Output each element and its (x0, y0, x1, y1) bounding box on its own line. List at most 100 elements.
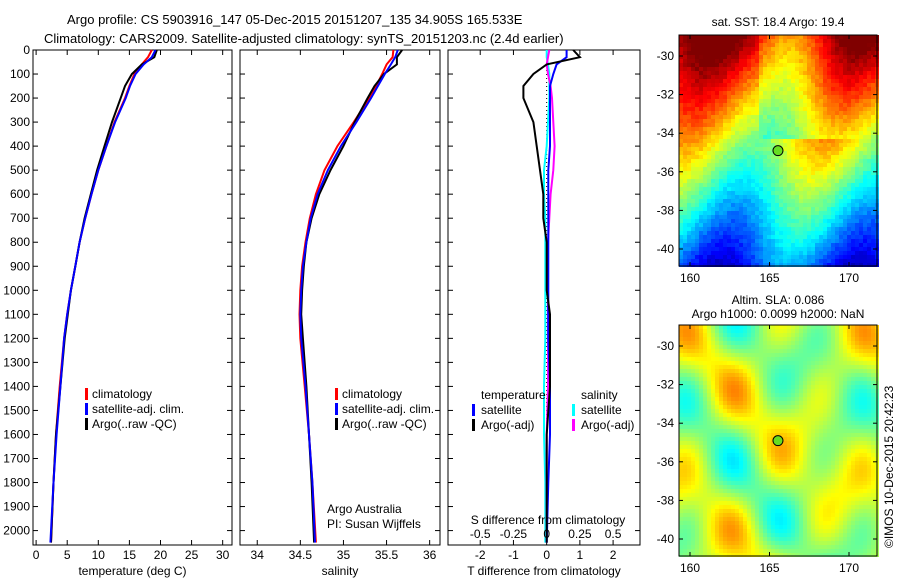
map-pixel (747, 99, 751, 103)
map-pixel (803, 425, 807, 429)
map-pixel (855, 83, 859, 87)
map-pixel (835, 239, 839, 243)
map-pixel (791, 195, 795, 199)
map-pixel (771, 143, 775, 147)
map-pixel (763, 79, 767, 83)
map-pixel (691, 235, 695, 239)
map-pixel (731, 63, 735, 67)
map-pixel (807, 175, 811, 179)
map-pixel (683, 405, 687, 409)
map-pixel (851, 239, 855, 243)
map-pixel (695, 397, 699, 401)
map-pixel (695, 171, 699, 175)
map-pixel (815, 381, 819, 385)
map-pixel (723, 107, 727, 111)
map-pixel (711, 247, 715, 251)
map-pixel (711, 219, 715, 223)
map-pixel (711, 95, 715, 99)
map-pixel (751, 167, 755, 171)
map-pixel (679, 243, 683, 247)
map-pixel (755, 103, 759, 107)
map-pixel (795, 441, 799, 445)
map-pixel (823, 119, 827, 123)
map-pixel (851, 47, 855, 51)
map-pixel (827, 103, 831, 107)
map-pixel (695, 91, 699, 95)
map-pixel (827, 329, 831, 333)
map-pixel (719, 143, 723, 147)
map-pixel (735, 203, 739, 207)
map-pixel (763, 393, 767, 397)
map-pixel (723, 187, 727, 191)
map-pixel (779, 55, 783, 59)
map-pixel (807, 35, 811, 39)
map-pixel (779, 143, 783, 147)
map-pixel (683, 413, 687, 417)
map-pixel (699, 215, 703, 219)
map-pixel (747, 357, 751, 361)
map-pixel (787, 71, 791, 75)
map-pixel (795, 159, 799, 163)
map-pixel (703, 211, 707, 215)
map-pixel (679, 377, 683, 381)
map-pixel (851, 421, 855, 425)
map-pixel (871, 389, 875, 393)
map-pixel (719, 43, 723, 47)
map-pixel (855, 325, 859, 329)
map-pixel (823, 115, 827, 119)
map-pixel (823, 87, 827, 91)
map-pixel (763, 175, 767, 179)
map-pixel (815, 199, 819, 203)
map-pixel (811, 167, 815, 171)
map-pixel (763, 103, 767, 107)
map-pixel (847, 437, 851, 441)
map-pixel (851, 223, 855, 227)
map-pixel (863, 461, 867, 465)
map-pixel (827, 385, 831, 389)
map-pixel (811, 235, 815, 239)
map-pixel (823, 337, 827, 341)
map-pixel (839, 175, 843, 179)
map-pixel (783, 211, 787, 215)
map-pixel (755, 405, 759, 409)
map-pixel (755, 349, 759, 353)
map-pixel (799, 421, 803, 425)
map-pixel (763, 453, 767, 457)
map-pixel (739, 337, 743, 341)
map-pixel (855, 79, 859, 83)
map-pixel (691, 449, 695, 453)
map-pixel (843, 357, 847, 361)
map-pixel (743, 441, 747, 445)
map-pixel (771, 71, 775, 75)
map-pixel (691, 199, 695, 203)
map-pixel (731, 95, 735, 99)
map-pixel (863, 333, 867, 337)
map-pixel (831, 417, 835, 421)
map-pixel (735, 393, 739, 397)
lat-tick-label: -32 (657, 88, 675, 102)
map-pixel (843, 409, 847, 413)
map-pixel (679, 167, 683, 171)
map-pixel (815, 465, 819, 469)
map-pixel (687, 453, 691, 457)
map-pixel (683, 325, 687, 329)
map-pixel (715, 55, 719, 59)
map-pixel (719, 389, 723, 393)
map-pixel (811, 413, 815, 417)
map-pixel (855, 385, 859, 389)
map-pixel (727, 199, 731, 203)
map-pixel (791, 337, 795, 341)
map-pixel (843, 425, 847, 429)
map-pixel (787, 75, 791, 79)
map-pixel (847, 333, 851, 337)
map-pixel (783, 453, 787, 457)
map-pixel (819, 393, 823, 397)
map-pixel (727, 365, 731, 369)
map-pixel (855, 47, 859, 51)
map-pixel (847, 425, 851, 429)
map-pixel (859, 231, 863, 235)
map-pixel (699, 39, 703, 43)
map-pixel (683, 39, 687, 43)
map-pixel (767, 385, 771, 389)
map-pixel (827, 243, 831, 247)
